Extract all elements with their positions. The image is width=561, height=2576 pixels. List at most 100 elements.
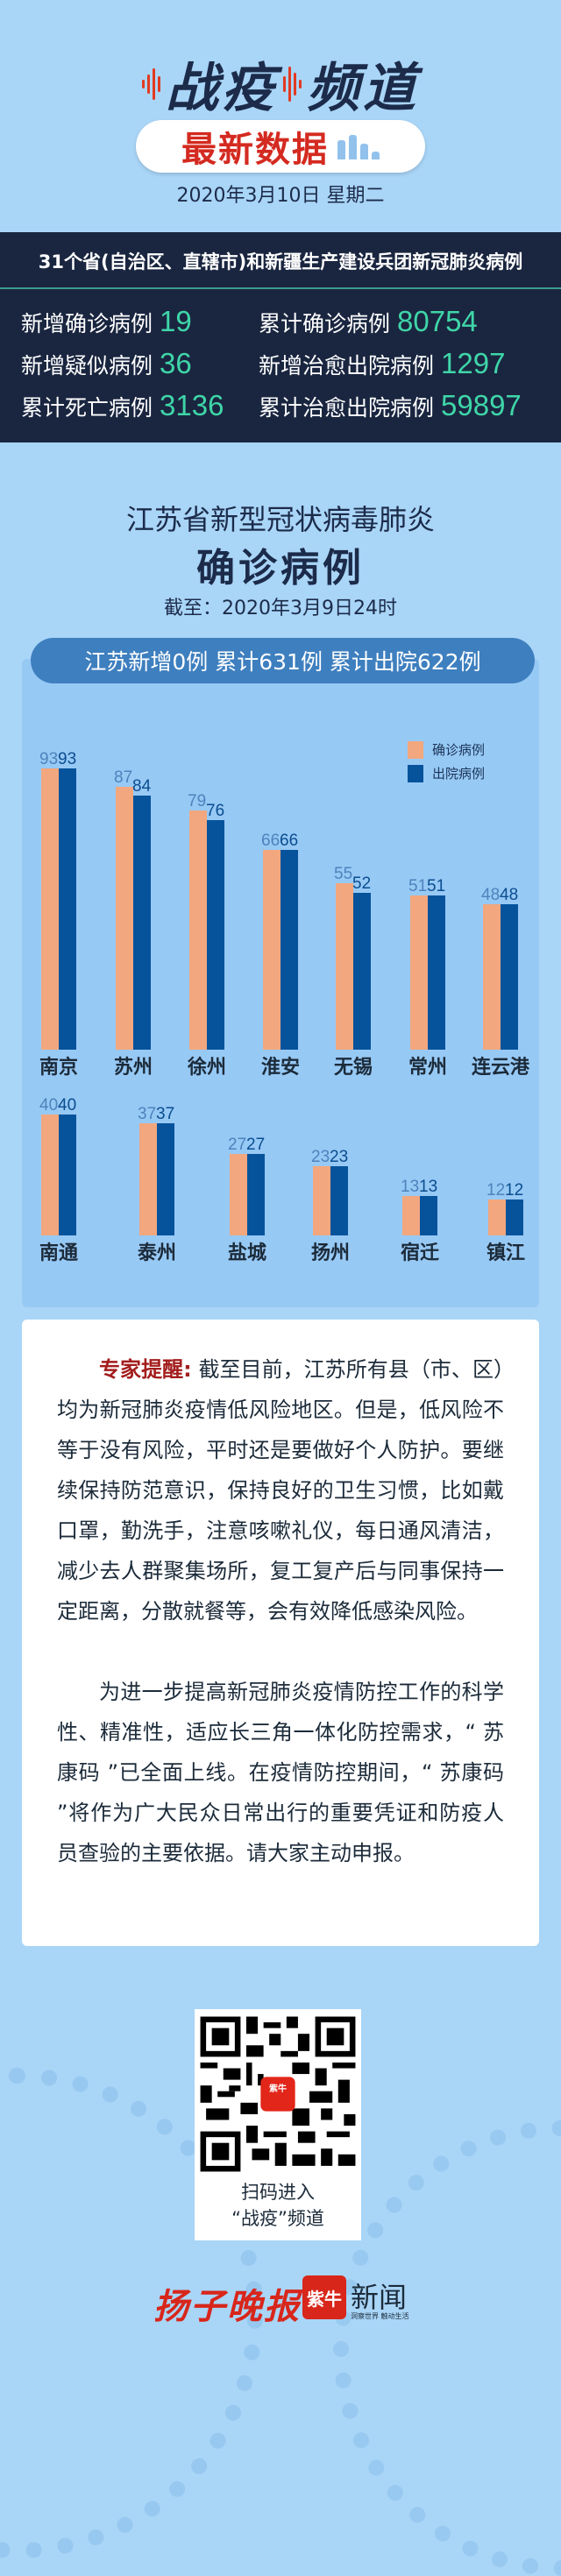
stat-total-deaths: 累计死亡病例 3136 (21, 389, 224, 421)
ziniu-slogan: 洞察世界 触动生活 (351, 2312, 409, 2320)
value-label-confirmed: 27 (228, 1135, 247, 1154)
sound-wave-icon (283, 58, 302, 110)
bar-discharged (207, 819, 224, 1050)
bar-discharged (59, 1115, 76, 1235)
national-stats-title: 31个省(自治区、直辖市)和新疆生产建设兵团新冠肺炎病例 (38, 251, 523, 272)
notice-highlight: 专家提醒 (99, 1357, 184, 1382)
bar-discharged (506, 1199, 523, 1235)
qr-code-card[interactable]: 紫牛 (195, 2009, 361, 2240)
notice-paragraph-1: 专家提醒: 截至目前，江苏所有县（市、区）均为新冠肺炎疫情低风险地区。但是，低风… (57, 1357, 505, 1624)
qr-code-icon (195, 2011, 361, 2177)
bar-confirmed (263, 850, 280, 1050)
bar-confirmed (313, 1165, 330, 1235)
ziniu-app-logo: 紫牛 (302, 2275, 346, 2319)
value-label-confirmed: 40 (39, 1096, 59, 1115)
value-label-discharged: 48 (500, 886, 519, 905)
qr-center-logo: 紫牛 (269, 2084, 287, 2094)
value-label-discharged: 51 (427, 877, 446, 896)
value-label-confirmed: 66 (261, 832, 280, 851)
value-label-discharged: 93 (58, 750, 77, 769)
stat-new-confirmed: 新增确诊病例 19 (21, 305, 192, 337)
sound-wave-icon (142, 58, 160, 110)
ziniu-news-wordmark: 新闻 (351, 2281, 408, 2314)
latest-data-label: 最新数据 (181, 130, 329, 170)
city-label: 连云港 (471, 1057, 529, 1079)
qr-caption: 扫码进入 “战疫”频道 (231, 2182, 324, 2229)
latest-data-badge: 最新数据 (136, 120, 425, 173)
bar-confirmed (230, 1153, 247, 1235)
city-label: 宿迁 (400, 1242, 439, 1264)
bar-confirmed (402, 1196, 420, 1235)
bar-discharged (157, 1123, 174, 1235)
city-label: 南京 (39, 1057, 78, 1079)
stat-new-suspected: 新增疑似病例 36 (21, 347, 192, 379)
value-label-confirmed: 55 (334, 865, 353, 884)
stat-new-recovered: 新增治愈出院病例 1297 (259, 347, 506, 379)
stat-total-confirmed: 累计确诊病例 80754 (259, 305, 478, 337)
bar-discharged (133, 796, 151, 1050)
value-label-confirmed: 87 (114, 768, 133, 787)
bar-discharged (247, 1153, 265, 1235)
value-label-confirmed: 79 (188, 792, 207, 811)
bar-confirmed (41, 1115, 59, 1235)
bar-discharged (330, 1165, 348, 1235)
bar-confirmed (189, 810, 207, 1050)
city-label: 盐城 (227, 1242, 266, 1264)
city-label: 扬州 (310, 1242, 350, 1264)
value-label-discharged: 13 (419, 1178, 438, 1197)
value-label-confirmed: 13 (401, 1178, 420, 1197)
value-label-confirmed: 93 (39, 750, 59, 769)
bar-discharged (353, 892, 371, 1050)
value-label-confirmed: 48 (481, 886, 501, 905)
brand-title-part1: 战疫 (166, 58, 278, 119)
decorative-dot-arc-right (333, 2120, 561, 2576)
city-label: 苏州 (113, 1057, 153, 1079)
bar-confirmed (139, 1123, 157, 1235)
city-label: 南通 (39, 1242, 78, 1264)
jiangsu-subtitle: 确诊病例 (196, 546, 365, 591)
bar-confirmed (116, 786, 133, 1050)
bar-discharged (501, 904, 518, 1050)
value-label-confirmed: 51 (408, 877, 428, 896)
publish-date: 2020年3月10日 星期二 (176, 185, 385, 207)
legend-swatch (408, 740, 423, 759)
jiangsu-title: 江苏省新型冠状病毒肺炎 (125, 503, 435, 536)
legend-item-discharged: 出院病例 (408, 764, 485, 782)
bar-discharged (420, 1196, 437, 1235)
city-label: 镇江 (486, 1242, 525, 1264)
city-label: 无锡 (333, 1057, 373, 1079)
city-label: 淮安 (260, 1057, 300, 1079)
value-label-discharged: 23 (330, 1147, 349, 1166)
value-label-discharged: 76 (206, 801, 225, 820)
chart-legend: 确诊病例 出院病例 (408, 740, 485, 788)
value-label-confirmed: 12 (486, 1180, 506, 1200)
bar-confirmed (41, 768, 59, 1050)
notice-paragraph-2: 为进一步提高新冠肺炎疫情防控工作的科学性、精准性，适应长三角一体化防控需求，“ … (57, 1680, 504, 1865)
national-stats-panel (0, 232, 561, 442)
as-of-date: 截至：2020年3月9日24时 (164, 598, 397, 619)
value-label-discharged: 27 (246, 1135, 266, 1154)
value-label-discharged: 40 (58, 1096, 77, 1115)
city-label: 泰州 (137, 1242, 176, 1264)
bar-confirmed (410, 895, 428, 1050)
legend-swatch (408, 764, 423, 782)
bar-discharged (428, 895, 445, 1050)
bar-chart-icon (337, 133, 380, 159)
bar-discharged (59, 768, 76, 1050)
expert-notice-card (22, 1320, 539, 1946)
bar-confirmed (483, 904, 501, 1050)
city-label: 徐州 (187, 1057, 226, 1079)
value-label-discharged: 66 (280, 832, 299, 851)
stat-total-recovered: 累计治愈出院病例 59897 (259, 389, 522, 421)
bar-chart: 93 93 南京 87 84 苏州 79 76 徐州 66 66 淮安 55 52 无锡 51 51 常州 48 48… (39, 750, 529, 1264)
legend-item-confirmed: 确诊病例 (408, 740, 485, 759)
divider (0, 287, 561, 289)
city-label: 常州 (408, 1057, 447, 1079)
value-label-confirmed: 37 (138, 1105, 157, 1124)
brand-title: 战疫 频道 (0, 46, 561, 122)
value-label-discharged: 52 (352, 874, 372, 893)
bar-discharged (280, 850, 298, 1050)
bar-confirmed (488, 1199, 506, 1235)
value-label-discharged: 37 (156, 1105, 175, 1124)
bar-confirmed (336, 883, 353, 1050)
